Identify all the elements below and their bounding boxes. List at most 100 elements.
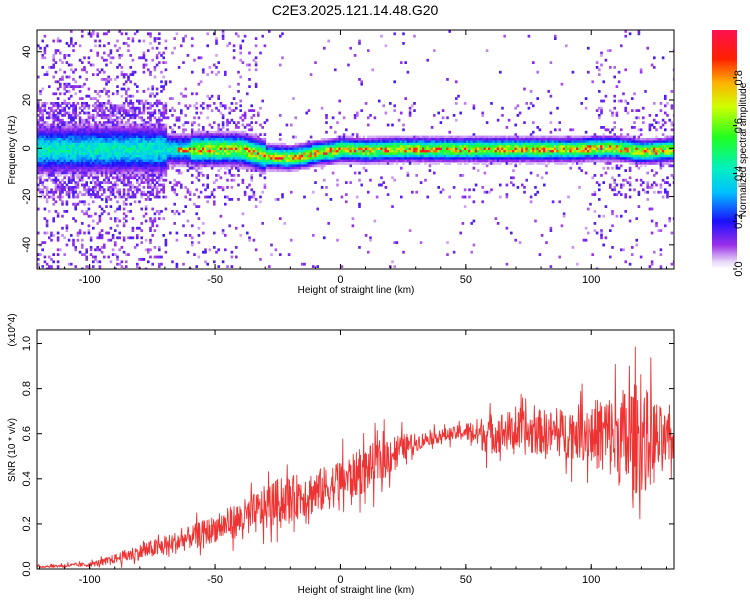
heatmap-cell xyxy=(142,138,146,141)
heatmap-cell xyxy=(122,82,126,86)
heatmap-cell xyxy=(177,152,181,156)
heatmap-cell xyxy=(279,253,282,256)
heatmap-cell xyxy=(281,142,284,146)
heatmap-cell xyxy=(197,135,201,139)
heatmap-cell xyxy=(217,159,220,163)
heatmap-cell xyxy=(85,104,88,108)
heatmap-cell xyxy=(217,142,220,146)
heatmap-cell xyxy=(164,169,168,172)
heatmap-cell xyxy=(105,78,108,81)
heatmap-cell xyxy=(237,130,240,134)
heatmap-cell xyxy=(52,130,55,134)
heatmap-cell xyxy=(103,102,106,105)
heatmap-cell xyxy=(155,190,159,194)
heatmap-cell xyxy=(272,154,275,158)
heatmap-cell xyxy=(103,58,106,62)
heatmap-cell xyxy=(290,166,293,170)
heatmap-cell xyxy=(182,138,185,141)
heatmap-cell xyxy=(353,152,357,156)
heatmap-cell xyxy=(182,145,185,148)
heatmap-cell xyxy=(133,195,137,199)
heatmap-cell xyxy=(188,138,192,141)
heatmap-cell xyxy=(239,152,242,156)
heatmap-cell xyxy=(353,157,357,160)
heatmap-cell xyxy=(140,130,143,134)
heatmap-cell xyxy=(380,157,383,160)
heatmap-cell xyxy=(316,142,319,146)
heatmap-cell xyxy=(417,138,421,141)
heatmap-cell xyxy=(188,193,192,196)
heatmap-cell xyxy=(435,157,438,160)
heatmap-cell xyxy=(67,162,71,165)
heatmap-cell xyxy=(89,171,93,175)
heatmap-cell xyxy=(67,178,71,182)
heatmap-cell xyxy=(45,171,49,175)
heatmap-cell xyxy=(397,157,401,160)
heatmap-cell xyxy=(248,198,251,201)
heatmap-cell xyxy=(153,116,157,120)
heatmap-cell xyxy=(107,152,110,156)
heatmap-cell xyxy=(173,159,176,163)
heatmap-cell xyxy=(351,135,355,139)
heatmap-cell xyxy=(230,250,234,254)
heatmap-cell xyxy=(316,265,319,268)
heatmap-cell xyxy=(241,138,245,141)
heatmap-cell xyxy=(136,236,139,240)
heatmap-cell xyxy=(389,102,392,105)
heatmap-cell xyxy=(351,152,355,156)
heatmap-cell xyxy=(87,121,91,124)
heatmap-cell xyxy=(105,102,108,105)
heatmap-cell xyxy=(254,157,258,160)
heatmap-cell xyxy=(254,135,258,139)
heatmap-cell xyxy=(114,183,117,187)
heatmap-cell xyxy=(138,109,141,112)
heatmap-cell xyxy=(417,157,421,160)
heatmap-cell xyxy=(127,174,130,177)
heatmap-cell xyxy=(39,123,42,127)
heatmap-cell xyxy=(48,150,51,153)
heatmap-cell xyxy=(263,162,267,165)
heatmap-cell xyxy=(109,260,113,264)
heatmap-cell xyxy=(116,164,119,168)
heatmap-cell xyxy=(378,147,381,151)
heatmap-cell xyxy=(67,154,71,158)
heatmap-cell xyxy=(309,157,313,160)
heatmap-cell xyxy=(52,171,55,175)
heatmap-cell xyxy=(83,142,86,146)
heatmap-cell xyxy=(96,130,99,134)
heatmap-cell xyxy=(439,121,443,124)
heatmap-cell xyxy=(151,128,154,132)
heatmap-cell xyxy=(127,140,130,144)
heatmap-cell xyxy=(89,162,93,165)
heatmap-cell xyxy=(52,260,55,264)
heatmap-cell xyxy=(323,236,326,240)
heatmap-cell xyxy=(373,135,377,139)
heatmap-cell xyxy=(131,104,135,108)
heatmap-cell xyxy=(160,154,163,158)
heatmap-cell xyxy=(182,123,185,127)
heatmap-cell xyxy=(448,142,451,146)
heatmap-cell xyxy=(151,87,154,91)
heatmap-cell xyxy=(162,162,165,165)
heatmap-cell xyxy=(98,39,102,43)
heatmap-cell xyxy=(92,123,95,127)
heatmap-cell xyxy=(39,140,42,144)
heatmap-cell xyxy=(232,174,236,177)
heatmap-cell xyxy=(50,258,53,261)
heatmap-cell xyxy=(153,138,157,141)
heatmap-cell xyxy=(279,114,282,117)
heatmap-cell xyxy=(155,46,159,50)
heatmap-cell xyxy=(81,154,84,158)
heatmap-cell xyxy=(153,229,157,232)
heatmap-cell xyxy=(37,186,40,189)
heatmap-cell xyxy=(166,159,170,163)
heatmap-cell xyxy=(184,164,187,168)
heatmap-cell xyxy=(153,174,157,177)
heatmap-cell xyxy=(56,39,60,43)
heatmap-cell xyxy=(314,145,317,148)
heatmap-cell xyxy=(136,169,139,172)
heatmap-cell xyxy=(83,111,86,115)
heatmap-cell xyxy=(364,157,368,160)
heatmap-cell xyxy=(384,145,388,148)
heatmap-cell xyxy=(202,106,205,110)
